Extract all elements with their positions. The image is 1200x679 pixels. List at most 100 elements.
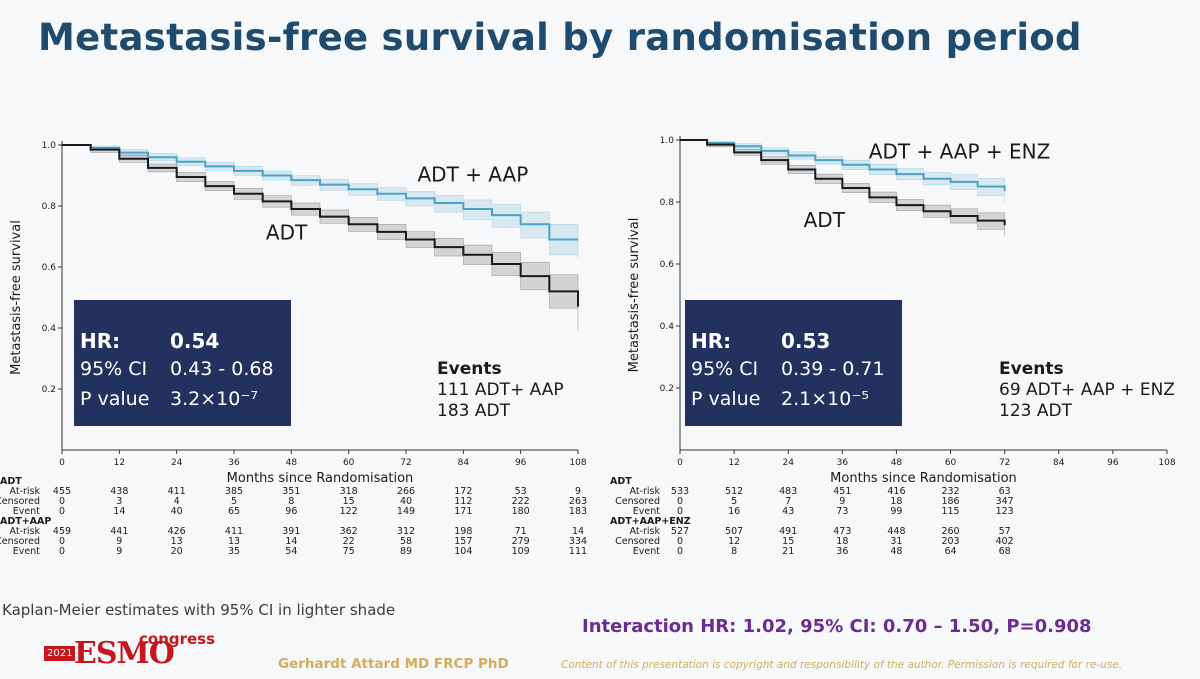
risk-cell: 115 — [941, 506, 960, 517]
y-tick-label: 0.8 — [42, 202, 57, 212]
risk-row-label: Event — [12, 506, 40, 517]
x-tick-label: 108 — [569, 458, 586, 468]
events-summary-left: Events 111 ADT+ AAP 183 ADT — [437, 359, 564, 422]
y-tick-label: 0.4 — [42, 324, 57, 334]
risk-row-label: At-risk — [9, 526, 40, 537]
risk-cell: 8 — [288, 496, 295, 507]
risk-table-right: ADT At-risk 533 512 483 451 416 232 63 Censored 0 5… — [600, 476, 1200, 557]
risk-cell: 8 — [731, 546, 738, 557]
risk-cell: 12 — [728, 536, 741, 547]
series-label-adt-aap: ADT + AAP — [418, 163, 529, 187]
series-label-adt: ADT — [266, 221, 308, 245]
km-caption: Kaplan-Meier estimates with 95% CI in li… — [2, 601, 396, 619]
events-heading: Events — [437, 359, 502, 379]
x-tick-label: 60 — [945, 458, 957, 468]
risk-group-label: ADT+AAP+ENZ — [610, 516, 691, 527]
risk-cell: 507 — [725, 526, 744, 537]
risk-cell: 263 — [568, 496, 588, 507]
km-chart-left: 0.2 0.4 0.6 0.8 1.0 0 12 24 36 48 60 72 84 96 108 Month… — [9, 141, 587, 486]
risk-cell: 123 — [995, 506, 1014, 517]
risk-cell: 63 — [998, 486, 1011, 497]
y-tick-label: 0.8 — [660, 198, 675, 208]
risk-cell: 64 — [944, 546, 957, 557]
risk-cell: 31 — [890, 536, 903, 547]
risk-cell: 14 — [285, 536, 298, 547]
events-line: 123 ADT — [999, 401, 1072, 421]
x-tick-label: 48 — [286, 458, 298, 468]
hr-label: HR: — [80, 329, 121, 353]
x-tick-label: 60 — [343, 458, 355, 468]
risk-cell: 157 — [454, 536, 473, 547]
risk-cell: 111 — [568, 546, 588, 557]
risk-cell: 171 — [454, 506, 473, 517]
risk-cell: 459 — [52, 526, 72, 537]
ci-label: 95% CI — [691, 358, 759, 380]
series-label-adt: ADT — [804, 208, 846, 232]
x-tick-label: 72 — [400, 458, 411, 468]
interaction-result: Interaction HR: 1.02, 95% CI: 0.70 – 1.5… — [582, 616, 1092, 637]
x-tick-label: 96 — [1107, 458, 1119, 468]
risk-cell: 109 — [511, 546, 530, 557]
x-tick-label: 84 — [458, 458, 470, 468]
y-tick-label: 0.4 — [660, 322, 675, 332]
risk-row-label: Censored — [0, 536, 40, 547]
risk-cell: 266 — [396, 486, 416, 497]
risk-row-label: Censored — [615, 496, 660, 507]
risk-cell: 180 — [511, 506, 530, 517]
logo-suffix: congress — [139, 630, 216, 648]
risk-cell: 99 — [890, 506, 903, 517]
series-label-adt-aap-enz: ADT + AAP + ENZ — [869, 140, 1051, 164]
p-label: P value — [691, 388, 761, 410]
risk-cell: 21 — [782, 546, 795, 557]
risk-cell: 9 — [116, 546, 123, 557]
x-tick-label: 72 — [999, 458, 1010, 468]
ci-value: 0.43 - 0.68 — [170, 358, 274, 380]
risk-cell: 312 — [396, 526, 416, 537]
risk-cell: 183 — [568, 506, 588, 517]
y-axis-title: Metastasis-free survival — [627, 218, 642, 373]
risk-cell: 533 — [670, 486, 690, 497]
logo-brand: ESMO — [74, 636, 175, 671]
risk-row-label: Event — [12, 546, 40, 557]
risk-cell: 36 — [836, 546, 849, 557]
risk-cell: 40 — [170, 506, 183, 517]
risk-cell: 451 — [833, 486, 852, 497]
risk-row-label: At-risk — [9, 486, 40, 497]
risk-cell: 22 — [342, 536, 355, 547]
risk-cell: 9 — [839, 496, 846, 507]
risk-cell: 416 — [887, 486, 906, 497]
risk-cell: 260 — [941, 526, 960, 537]
ci-label: 95% CI — [80, 358, 148, 380]
risk-cell: 71 — [514, 526, 527, 537]
risk-cell: 73 — [836, 506, 849, 517]
risk-cell: 426 — [167, 526, 186, 537]
risk-cell: 15 — [342, 496, 355, 507]
risk-cell: 149 — [396, 506, 416, 517]
risk-cell: 473 — [833, 526, 852, 537]
risk-cell: 385 — [224, 486, 244, 497]
risk-cell: 18 — [836, 536, 849, 547]
risk-cell: 334 — [568, 536, 588, 547]
x-tick-label: 48 — [891, 458, 903, 468]
p-label: P value — [80, 388, 150, 410]
events-line: 111 ADT+ AAP — [437, 380, 564, 400]
x-tick-label: 24 — [171, 458, 183, 468]
risk-cell: 0 — [58, 546, 66, 557]
risk-cell: 441 — [110, 526, 129, 537]
risk-cell: 16 — [728, 506, 741, 517]
esmo-logo: 2021 ESMO congress — [44, 630, 215, 675]
risk-cell: 232 — [941, 486, 960, 497]
risk-cell: 13 — [227, 536, 241, 547]
risk-cell: 57 — [998, 526, 1011, 537]
p-value: 3.2×10⁻⁷ — [170, 388, 258, 410]
risk-cell: 43 — [782, 506, 795, 517]
y-tick-label: 0.6 — [660, 260, 675, 270]
risk-cell: 112 — [454, 496, 473, 507]
x-tick-label: 96 — [515, 458, 527, 468]
risk-cell: 0 — [676, 496, 684, 507]
risk-cell: 48 — [890, 546, 903, 557]
risk-cell: 527 — [670, 526, 690, 537]
y-tick-label: 1.0 — [660, 136, 675, 146]
risk-cell: 5 — [731, 496, 738, 507]
risk-cell: 455 — [52, 486, 72, 497]
